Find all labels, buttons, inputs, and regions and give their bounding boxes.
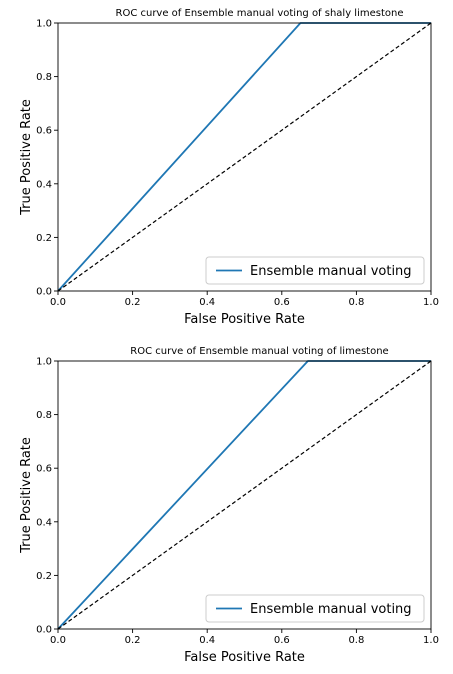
legend-entry-label: Ensemble manual voting bbox=[250, 602, 412, 617]
y-axis-label: True Positive Rate bbox=[19, 437, 34, 554]
x-tick-label: 1.0 bbox=[423, 297, 439, 308]
x-tick-label: 0.8 bbox=[348, 635, 364, 646]
x-tick-label: 0.0 bbox=[50, 297, 66, 308]
y-tick-label: 0.2 bbox=[36, 571, 52, 582]
y-tick-label: 1.0 bbox=[36, 19, 52, 30]
legend-entry-label: Ensemble manual voting bbox=[250, 264, 412, 279]
y-axis-label: True Positive Rate bbox=[19, 99, 34, 216]
x-tick-label: 0.2 bbox=[125, 297, 141, 308]
x-tick-label: 0.6 bbox=[274, 297, 290, 308]
plot-frame bbox=[57, 22, 432, 292]
y-tick-label: 0.2 bbox=[36, 233, 52, 244]
x-tick-label: 0.2 bbox=[125, 635, 141, 646]
plot-frame bbox=[57, 360, 432, 630]
roc-chart-1: 0.0 0.2 0.4 0.6 0.8 1.0 0.0 0.2 0.4 0.6 0.8 1.0 ROC … bbox=[19, 8, 439, 327]
x-axis-label: False Positive Rate bbox=[184, 650, 305, 665]
legend-box bbox=[205, 256, 425, 285]
y-tick-label: 1.0 bbox=[36, 357, 52, 368]
y-tick-label: 0.0 bbox=[36, 287, 52, 298]
chart-title: ROC curve of Ensemble manual voting of l… bbox=[130, 346, 388, 357]
chance-diagonal-line bbox=[57, 360, 432, 630]
x-tick-label: 0.8 bbox=[348, 297, 364, 308]
legend-box bbox=[205, 594, 425, 623]
x-tick-label: 1.0 bbox=[423, 635, 439, 646]
y-tick-label: 0.4 bbox=[36, 517, 52, 528]
x-tick-label: 0.4 bbox=[199, 297, 215, 308]
legend: Ensemble manual voting bbox=[205, 594, 425, 623]
roc-chart-2: 0.0 0.2 0.4 0.6 0.8 1.0 0.0 0.2 0.4 0.6 0.8 1.0 ROC … bbox=[19, 346, 439, 665]
chart-title: ROC curve of Ensemble manual voting of s… bbox=[116, 8, 404, 19]
x-tick-label: 0.0 bbox=[50, 635, 66, 646]
y-tick-label: 0.0 bbox=[36, 625, 52, 636]
y-tick-label: 0.8 bbox=[36, 72, 52, 83]
chance-diagonal-line bbox=[57, 22, 432, 292]
x-tick-label: 0.4 bbox=[199, 635, 215, 646]
y-tick-label: 0.8 bbox=[36, 410, 52, 421]
y-tick-label: 0.4 bbox=[36, 179, 52, 190]
y-tick-label: 0.6 bbox=[36, 126, 52, 137]
legend: Ensemble manual voting bbox=[205, 256, 425, 285]
y-tick-label: 0.6 bbox=[36, 464, 52, 475]
x-axis-label: False Positive Rate bbox=[184, 312, 305, 327]
x-tick-label: 0.6 bbox=[274, 635, 290, 646]
